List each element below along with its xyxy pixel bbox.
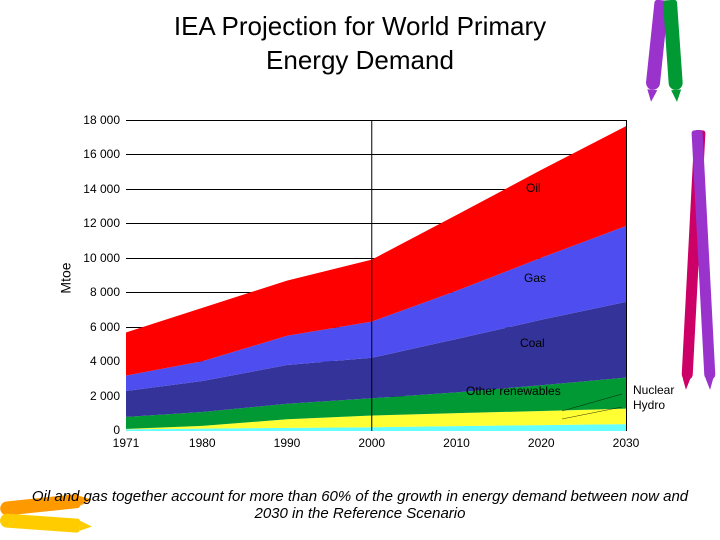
y-tick: 14 000 xyxy=(68,182,120,196)
title-line-1: IEA Projection for World Primary xyxy=(174,11,546,41)
y-tick: 0 xyxy=(68,423,120,437)
x-tick: 2020 xyxy=(528,436,555,450)
crayon-decoration-right xyxy=(688,130,712,390)
footer-note: Oil and gas together account for more th… xyxy=(20,488,700,522)
y-tick: 12 000 xyxy=(68,216,120,230)
series-label-hydro: Hydro xyxy=(633,398,665,412)
y-tick: 10 000 xyxy=(68,251,120,265)
series-label-gas: Gas xyxy=(524,271,546,285)
series-label-oil: Oil xyxy=(526,181,541,195)
page-title: IEA Projection for World Primary Energy … xyxy=(0,0,720,78)
series-label-nuclear: Nuclear xyxy=(633,383,674,397)
y-tick: 8 000 xyxy=(68,285,120,299)
series-label-other-renewables: Other renewables xyxy=(466,384,561,398)
x-tick: 2010 xyxy=(443,436,470,450)
x-tick: 1980 xyxy=(189,436,216,450)
x-tick: 1971 xyxy=(113,436,140,450)
crayon-decoration-top-right xyxy=(650,0,690,100)
y-tick: 16 000 xyxy=(68,147,120,161)
y-tick: 4 000 xyxy=(68,354,120,368)
plot-area: Oil Gas Coal Other renewables xyxy=(126,120,627,431)
arrow-lines xyxy=(560,389,628,429)
x-tick: 2000 xyxy=(358,436,385,450)
y-tick: 18 000 xyxy=(68,113,120,127)
y-tick: 2 000 xyxy=(68,389,120,403)
x-tick: 2030 xyxy=(613,436,640,450)
x-tick: 1990 xyxy=(274,436,301,450)
series-label-coal: Coal xyxy=(520,336,545,350)
energy-demand-chart: Mtoe 02 0004 0006 0008 00010 00012 00014… xyxy=(68,120,628,460)
title-line-2: Energy Demand xyxy=(266,45,454,75)
y-tick: 6 000 xyxy=(68,320,120,334)
